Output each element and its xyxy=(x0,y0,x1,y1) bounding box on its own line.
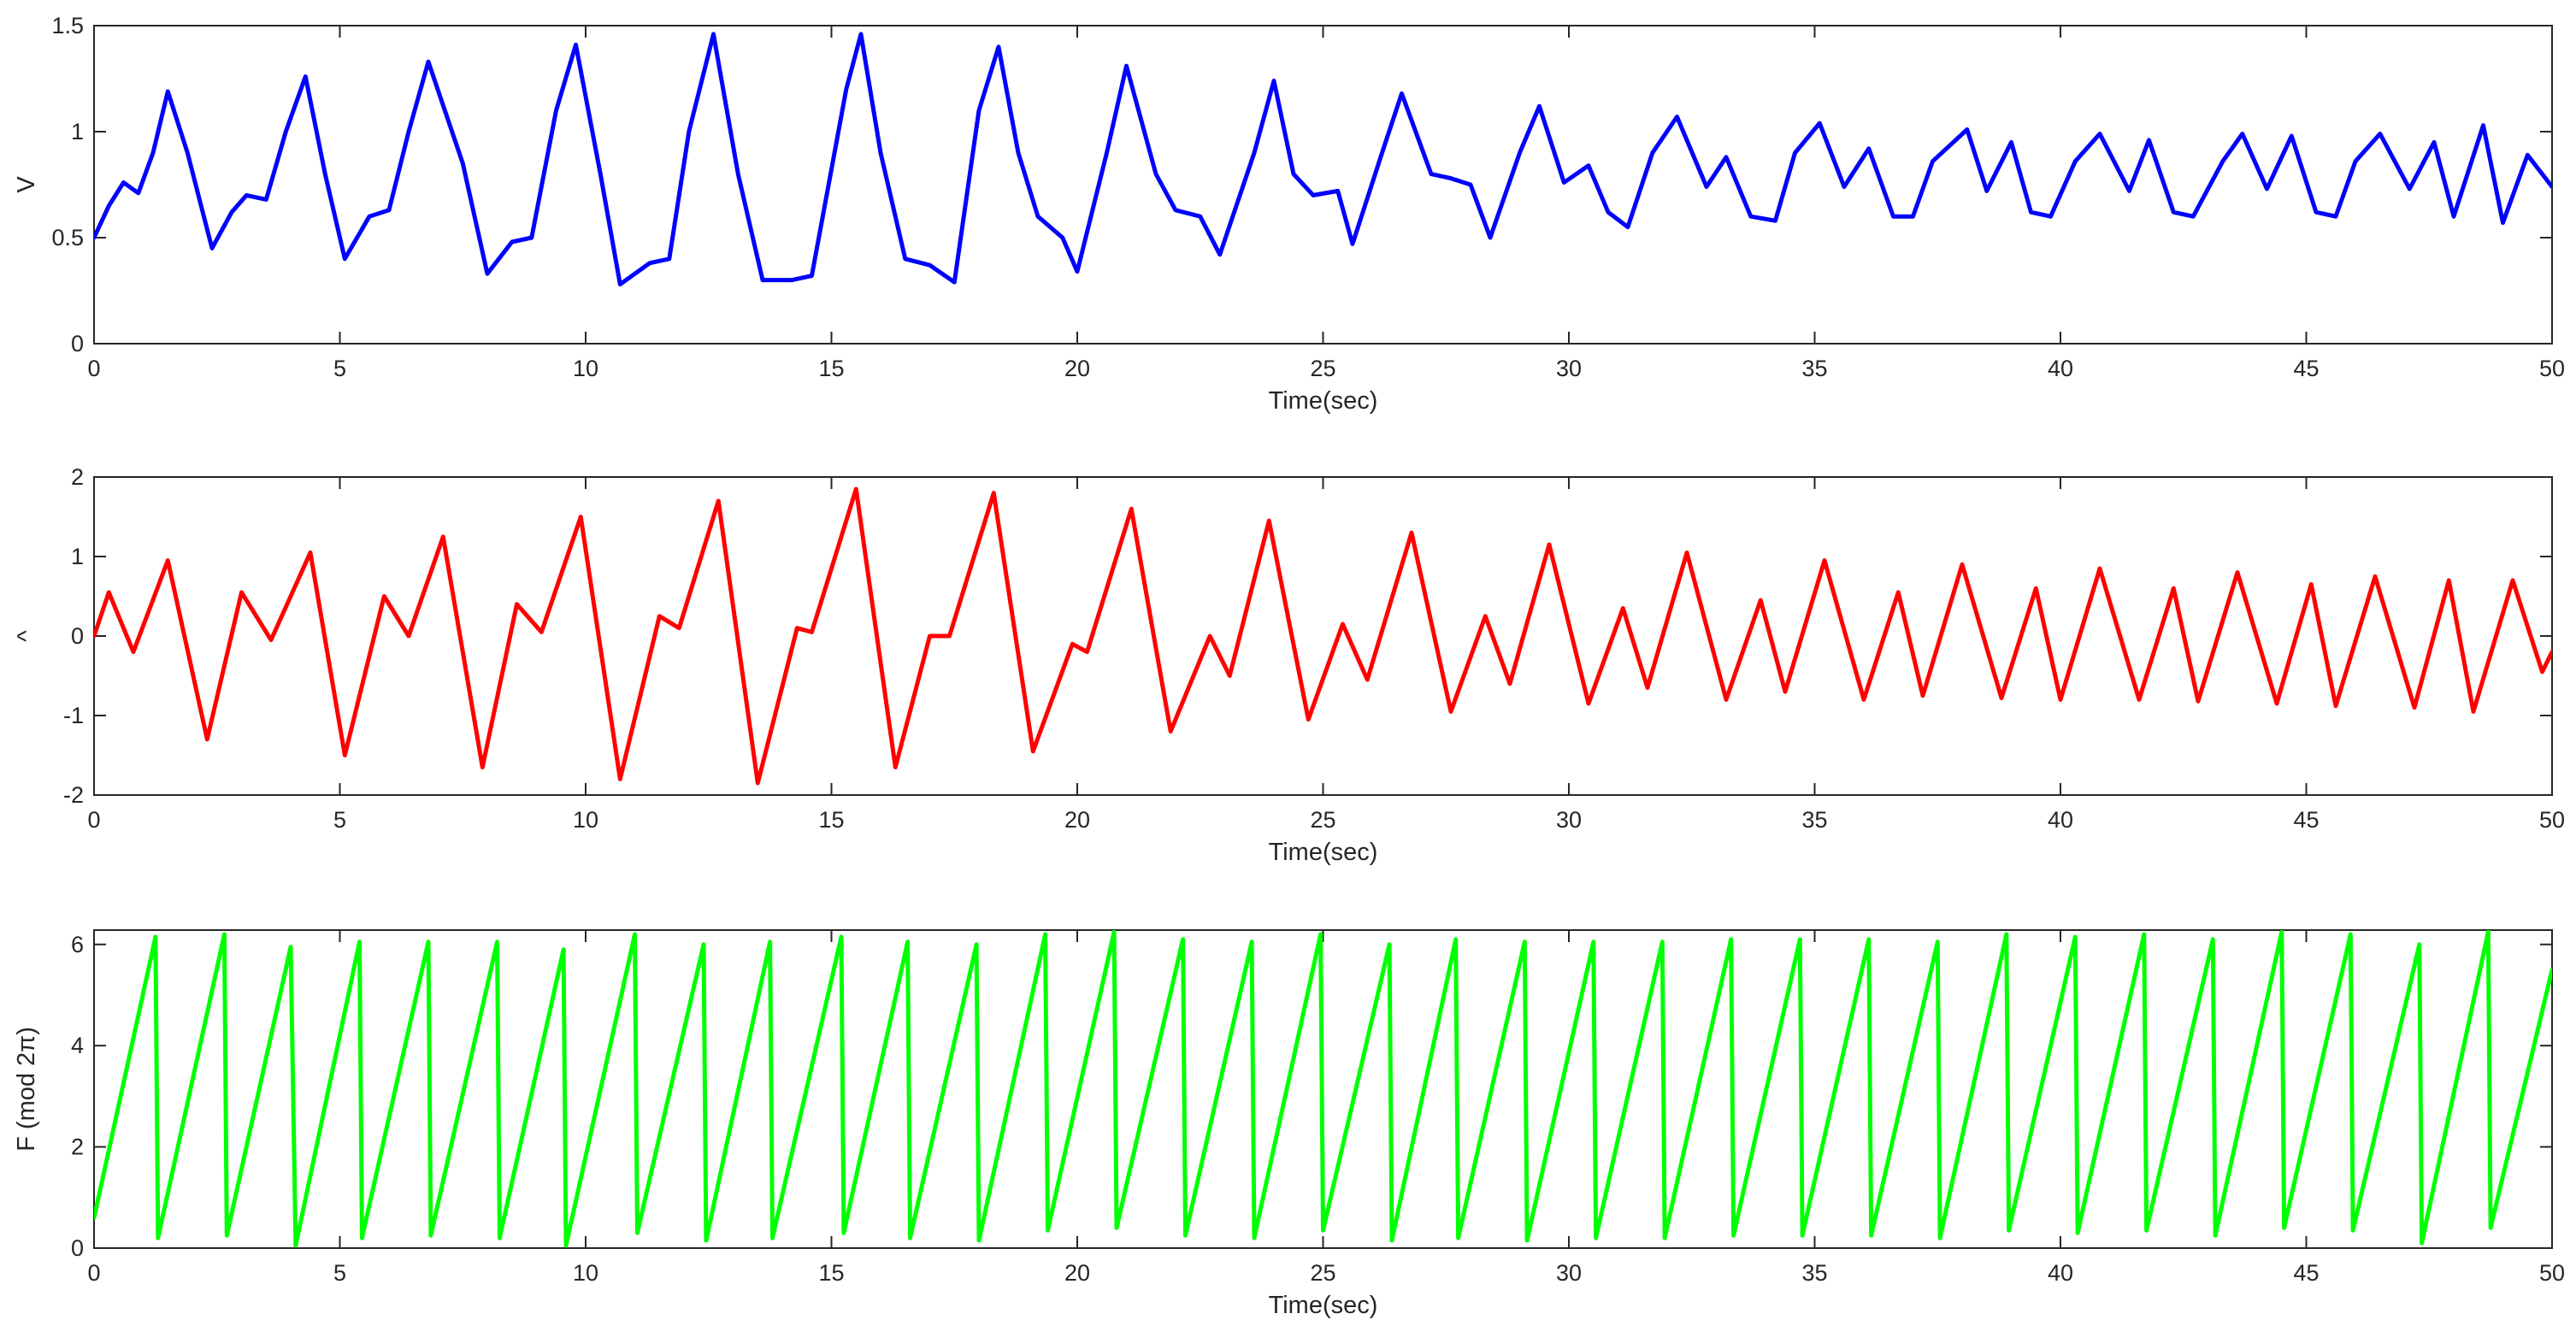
y-axis-label: V xyxy=(13,176,40,193)
x-tick-label: 45 xyxy=(2293,1260,2319,1286)
y-tick-label: 0.5 xyxy=(51,225,84,250)
x-tick-label: 50 xyxy=(2539,1260,2565,1286)
y-tick-label: 0 xyxy=(71,331,84,356)
chart-panel-v: 0 5 10 15 20 25 30 35 40 45 50 0 0.5 1 1.5 Time(sec) V xyxy=(13,13,2565,415)
x-tick-label: 15 xyxy=(818,1260,844,1286)
x-tick-label: 30 xyxy=(1556,1260,1582,1286)
y-tick-label: -2 xyxy=(63,782,84,808)
x-tick-label: 10 xyxy=(573,356,598,381)
x-tick-label: 25 xyxy=(1310,807,1335,833)
chart-panel-lambda: 0 5 10 15 20 25 30 35 40 45 50 -2 -1 0 1 2 Time(sec) ^ xyxy=(13,464,2565,866)
y-tick-label: 0 xyxy=(71,623,84,649)
y-tick-label: 4 xyxy=(71,1033,84,1058)
y-tick-label: 1 xyxy=(71,544,84,569)
y-tick-label: 2 xyxy=(71,1134,84,1160)
x-tick-label: 35 xyxy=(1801,1260,1827,1286)
y-tick-label: 1.5 xyxy=(51,13,84,38)
series-line-v xyxy=(94,32,2552,287)
x-tick-label: 35 xyxy=(1801,356,1827,381)
x-tick-label: 35 xyxy=(1801,807,1827,833)
x-axis-label: Time(sec) xyxy=(1269,1292,1378,1319)
series-line-lambda xyxy=(94,486,2552,786)
y-tick-label: 2 xyxy=(71,464,84,490)
x-tick-label: 45 xyxy=(2293,807,2319,833)
x-axis-label: Time(sec) xyxy=(1269,839,1378,866)
x-tick-label: 45 xyxy=(2293,356,2319,381)
x-tick-label: 5 xyxy=(333,1260,346,1286)
x-tick-label: 30 xyxy=(1556,807,1582,833)
x-tick-label: 15 xyxy=(818,807,844,833)
x-axis-label: Time(sec) xyxy=(1269,387,1378,415)
x-tick-label: 5 xyxy=(333,807,346,833)
x-tick-label: 20 xyxy=(1064,356,1090,381)
x-tick-label: 5 xyxy=(333,356,346,381)
x-tick-label: 10 xyxy=(573,807,598,833)
y-tick-label: 1 xyxy=(71,119,84,144)
series-line-phase xyxy=(94,930,2552,1248)
y-axis-label: ^ xyxy=(13,630,40,642)
y-tick-label: 0 xyxy=(71,1235,84,1261)
x-tick-label: 20 xyxy=(1064,1260,1090,1286)
y-axis-label: F (mod 2π) xyxy=(13,1027,40,1152)
axes-box xyxy=(93,476,2553,796)
x-tick-label: 0 xyxy=(87,356,100,381)
chart-panel-phase: 0 5 10 15 20 25 30 35 40 45 50 0 2 4 6 Time(sec) F (mod … xyxy=(13,929,2565,1319)
x-tick-label: 20 xyxy=(1064,807,1090,833)
axes-box xyxy=(93,25,2553,345)
x-tick-label: 0 xyxy=(87,1260,100,1286)
x-tick-label: 40 xyxy=(2048,807,2073,833)
x-tick-label: 25 xyxy=(1310,1260,1335,1286)
x-tick-label: 40 xyxy=(2048,356,2073,381)
x-tick-label: 10 xyxy=(573,1260,598,1286)
x-tick-label: 30 xyxy=(1556,356,1582,381)
y-tick-label: -1 xyxy=(63,703,84,728)
x-tick-label: 25 xyxy=(1310,356,1335,381)
x-tick-label: 50 xyxy=(2539,356,2565,381)
x-tick-label: 50 xyxy=(2539,807,2565,833)
x-tick-label: 40 xyxy=(2048,1260,2073,1286)
x-tick-label: 0 xyxy=(87,807,100,833)
x-tick-label: 15 xyxy=(818,356,844,381)
y-tick-label: 6 xyxy=(71,932,84,957)
